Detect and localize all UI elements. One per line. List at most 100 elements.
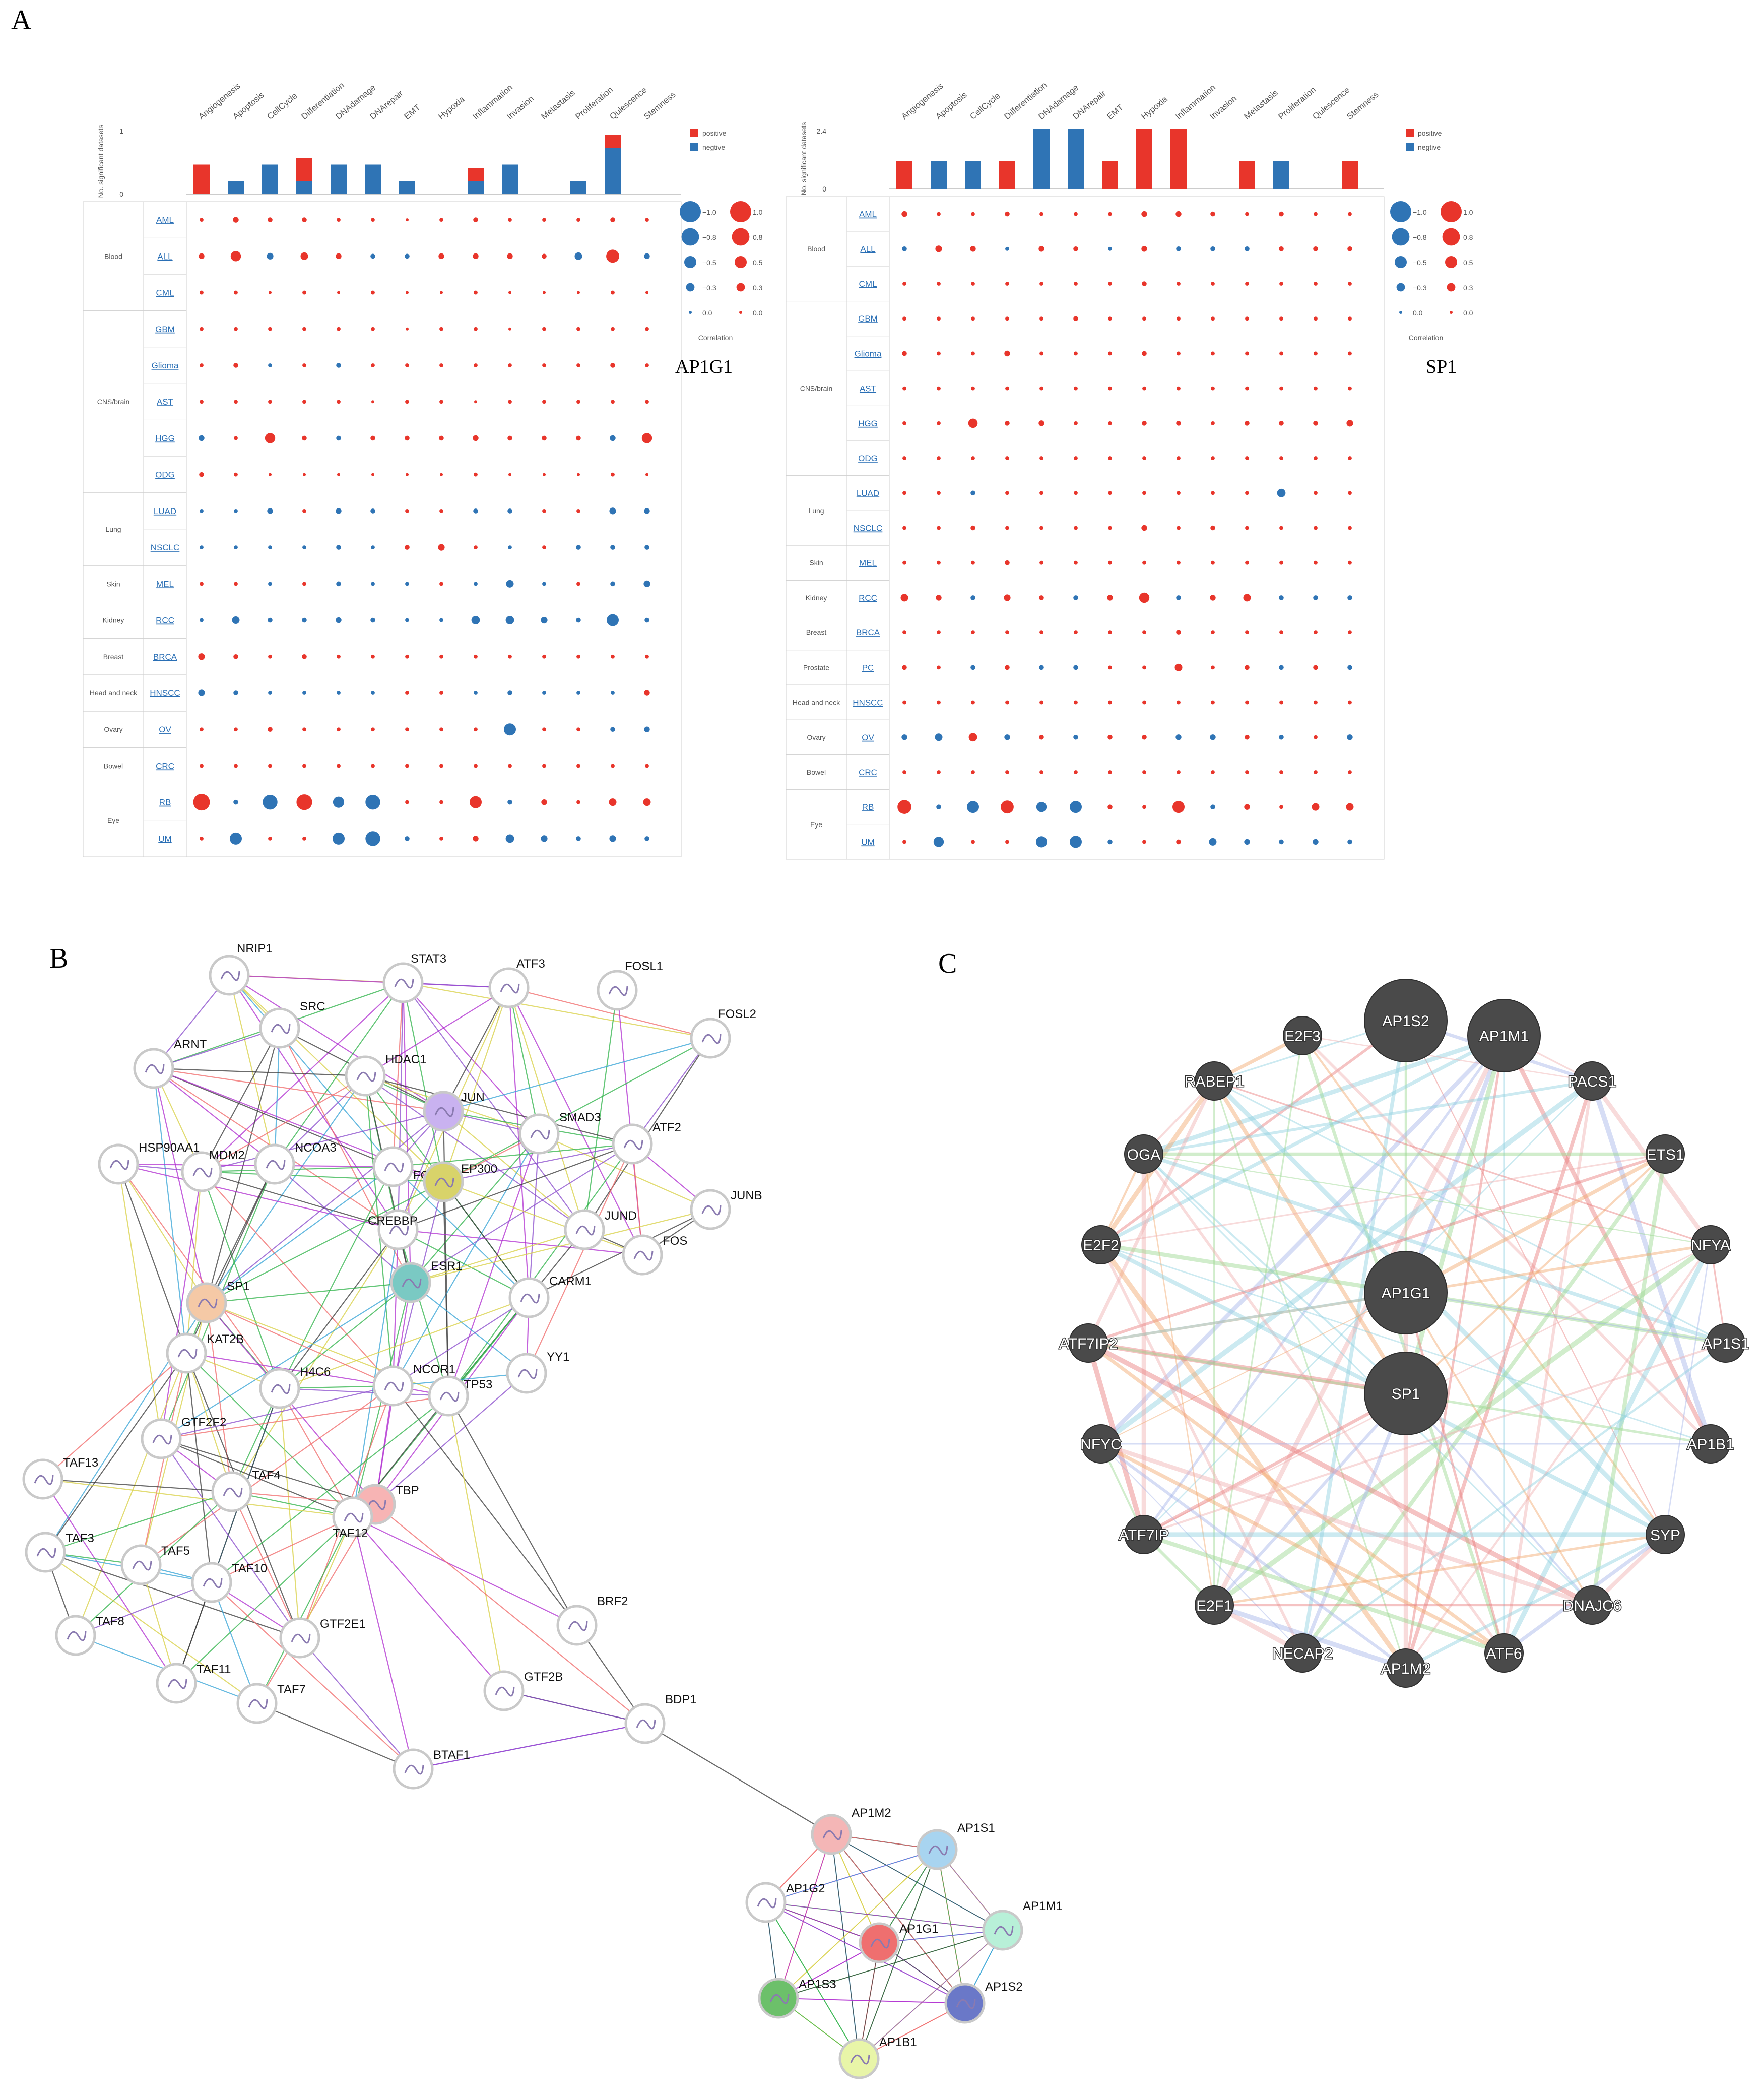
correlation-dot	[1177, 491, 1181, 495]
string-edge	[859, 1849, 938, 2059]
correlation-dot	[1211, 491, 1215, 495]
correlation-dot	[333, 832, 345, 845]
correlation-dot	[1039, 386, 1043, 391]
correlation-dot	[609, 798, 617, 806]
correlation-dot	[1279, 351, 1283, 356]
correlation-dot	[302, 290, 306, 295]
correlation-dot	[473, 435, 479, 441]
node-label: HSP90AA1	[139, 1141, 200, 1155]
genemania-node	[1386, 1648, 1425, 1688]
bar-negtive	[1068, 129, 1084, 189]
correlation-dot	[1005, 282, 1009, 286]
correlation-dot	[1314, 700, 1318, 705]
string-edge	[443, 1037, 711, 1112]
cancer-link: RB	[159, 798, 171, 807]
correlation-dot	[1245, 386, 1249, 391]
correlation-dot	[302, 217, 307, 222]
correlation-dot	[1348, 282, 1352, 286]
cancer-link: HGG	[155, 433, 175, 443]
correlation-dot	[1108, 456, 1112, 460]
genemania-node-label: DNAJC6	[1563, 1598, 1622, 1614]
correlation-dot	[1005, 840, 1009, 844]
cancer-link: CML	[859, 279, 877, 289]
node-label: JUN	[461, 1091, 485, 1104]
correlation-dot	[200, 218, 204, 222]
string-edge	[161, 1282, 411, 1439]
tissue-label: Eye	[810, 820, 822, 829]
protein-structure-icon	[177, 1349, 198, 1359]
genemania-edge	[1213, 1242, 1712, 1608]
correlation-dot	[1108, 700, 1112, 705]
node-label: BRF2	[597, 1595, 628, 1608]
tissue-label: Ovary	[807, 733, 825, 741]
correlation-dot	[1245, 526, 1249, 530]
genemania-edge	[1300, 1153, 1667, 1655]
genemania-edge	[1143, 1392, 1407, 1536]
correlation-dot	[1108, 630, 1112, 635]
correlation-dot	[971, 316, 975, 321]
network-node	[838, 2038, 880, 2079]
string-edge	[398, 1143, 633, 1231]
tissue-label: Bowel	[104, 761, 123, 770]
bar-positive	[1170, 129, 1187, 189]
size-legend-title: Correlation	[1409, 334, 1443, 342]
correlation-dot	[542, 435, 547, 441]
correlation-dot	[1108, 526, 1112, 530]
protein-structure-icon	[271, 1024, 291, 1034]
legend-swatch-positive	[1406, 129, 1414, 137]
correlation-dot	[1142, 281, 1147, 286]
string-edge	[141, 1385, 394, 1565]
bar-positive	[896, 161, 912, 189]
correlation-dot	[303, 473, 306, 476]
protein-structure-icon	[167, 1679, 187, 1689]
genemania-edge	[1100, 1441, 1593, 1608]
correlation-dot	[234, 436, 238, 440]
correlation-dot	[576, 327, 580, 331]
bar-negtive	[331, 164, 347, 194]
correlation-dot	[1039, 770, 1043, 774]
correlation-dot	[337, 473, 340, 476]
node-label: KAT2B	[207, 1332, 244, 1346]
correlation-dot	[542, 253, 547, 259]
string-edge	[365, 987, 509, 1076]
correlation-dot	[471, 616, 480, 624]
size-legend-label: −0.8	[1413, 233, 1427, 241]
correlation-dot	[611, 327, 615, 331]
correlation-dot	[1314, 456, 1318, 460]
correlation-dot	[405, 654, 409, 659]
correlation-dot	[1313, 595, 1318, 600]
protein-structure-icon	[384, 1162, 404, 1173]
string-edge	[831, 1834, 860, 2059]
string-edge	[229, 975, 394, 1167]
protein-structure-icon	[633, 1250, 654, 1261]
correlation-dot	[645, 291, 648, 294]
string-edge	[410, 1229, 585, 1284]
correlation-dot	[577, 291, 580, 294]
legend-swatch-positive	[690, 129, 698, 137]
bar-positive	[193, 164, 210, 194]
protein-structure-icon	[495, 1686, 515, 1697]
genemania-node	[1069, 1323, 1108, 1363]
category-label: CellCycle	[265, 91, 299, 121]
correlation-dot	[1211, 282, 1215, 286]
genemania-node	[1573, 1061, 1612, 1101]
correlation-dot	[1004, 350, 1010, 357]
correlation-dot	[1177, 700, 1181, 705]
correlation-dot	[371, 290, 375, 295]
correlation-dot	[1074, 630, 1078, 635]
correlation-dot	[1210, 211, 1215, 217]
correlation-dot	[576, 582, 580, 586]
correlation-dot	[935, 733, 943, 741]
correlation-dot	[1108, 282, 1112, 286]
network-node	[488, 967, 530, 1008]
correlation-dot	[302, 363, 306, 367]
correlation-dot	[1005, 246, 1009, 251]
string-edge	[447, 1395, 505, 1691]
correlation-dot	[1074, 560, 1078, 565]
correlation-dot	[233, 363, 238, 368]
correlation-dot	[371, 691, 375, 695]
string-edge	[201, 1075, 366, 1172]
correlation-dot	[1176, 246, 1181, 251]
tissue-label: Lung	[105, 525, 121, 533]
correlation-dot	[1176, 839, 1181, 845]
